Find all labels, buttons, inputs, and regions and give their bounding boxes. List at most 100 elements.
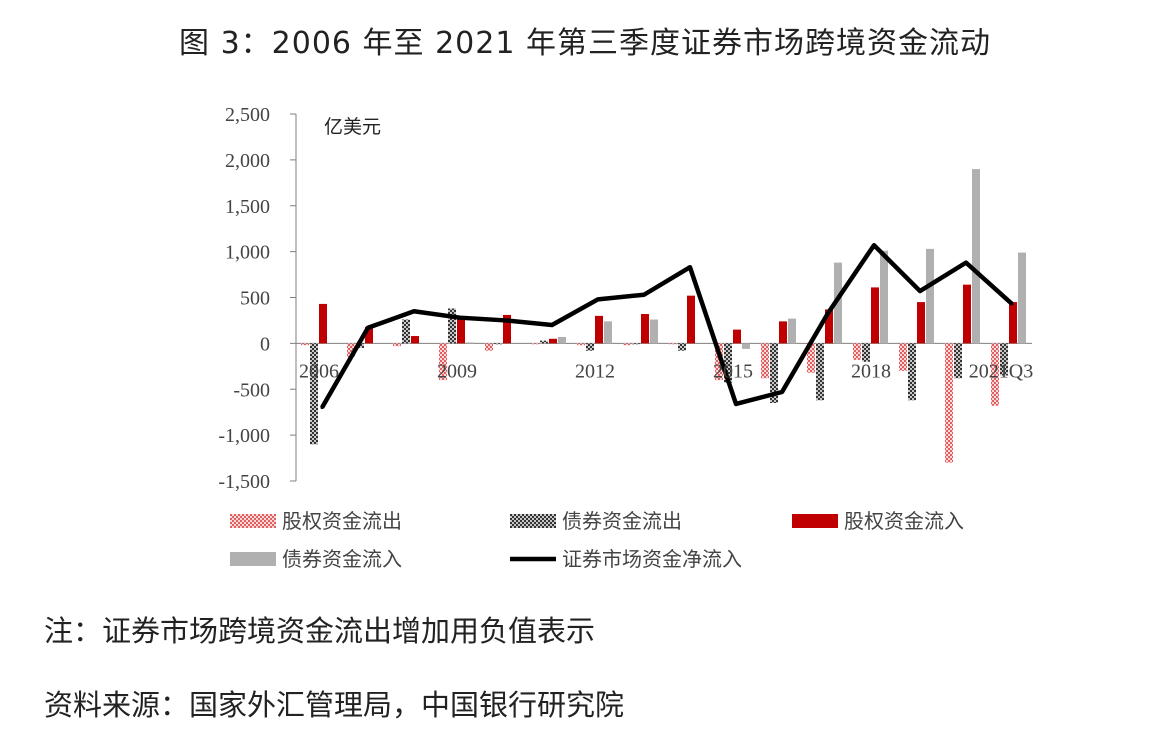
net-inflow-point <box>872 243 876 247</box>
x-tick-label: 2021Q3 <box>969 360 1033 382</box>
bar-equity-out <box>623 343 631 346</box>
bar-bond-in <box>604 321 612 344</box>
bar-equity-in <box>319 303 327 344</box>
y-tick-label: 2,500 <box>225 104 270 126</box>
bar-bond-in <box>650 319 658 344</box>
bar-bond-out <box>586 343 594 351</box>
y-tick-label: 1,000 <box>225 242 270 264</box>
net-inflow-point <box>826 311 830 315</box>
bar-equity-in <box>503 314 511 344</box>
bar-equity-out <box>577 343 585 346</box>
bar-bond-in <box>926 248 934 344</box>
net-inflow-point <box>688 265 692 269</box>
bar-equity-out <box>347 343 355 358</box>
bar-bond-out <box>724 343 732 383</box>
legend-label: 股权资金流入 <box>844 509 964 533</box>
bars-layer <box>301 169 1026 463</box>
bar-bond-out <box>678 343 686 351</box>
x-tick-label: 2009 <box>437 360 477 382</box>
bar-equity-in <box>549 338 557 344</box>
bar-equity-in <box>641 314 649 344</box>
net-inflow-point <box>412 309 416 313</box>
axes-layer <box>290 113 1032 482</box>
legend-swatch-equity-out <box>230 514 276 528</box>
y-tick-label: -1,500 <box>218 471 270 493</box>
bar-bond-in <box>742 343 750 349</box>
bar-bond-in <box>558 336 566 344</box>
bar-equity-in <box>733 329 741 344</box>
bar-equity-out <box>301 343 309 346</box>
chart-title: 图 3：2006 年至 2021 年第三季度证券市场跨境资金流动 <box>179 26 991 61</box>
net-inflow-line <box>320 242 1014 409</box>
chart-source: 资料来源：国家外汇管理局，中国银行研究院 <box>44 688 625 722</box>
bar-equity-in <box>779 321 787 344</box>
bar-bond-in <box>880 250 888 344</box>
bar-bond-out <box>632 343 640 345</box>
chart-svg: -1,500 -1,000 -500 0 500 1,000 1,500 2,000 2,500… <box>218 104 1033 571</box>
bar-bond-out <box>402 319 410 344</box>
x-tick-label: 2015 <box>713 360 753 382</box>
bar-equity-in <box>411 336 419 344</box>
legend-swatch-bond-out <box>510 514 556 528</box>
bar-equity-in <box>365 326 373 344</box>
net-inflow-point <box>504 318 508 322</box>
bar-bond-in <box>1018 252 1026 344</box>
x-tick-label: 2018 <box>851 360 891 382</box>
bar-equity-out <box>715 343 723 381</box>
bar-equity-out <box>531 343 539 345</box>
net-inflow-point <box>1010 302 1014 306</box>
bar-bond-in <box>972 169 980 344</box>
bar-bond-out <box>448 308 456 344</box>
y-tick-label: 2,000 <box>225 150 270 172</box>
y-tick-label: -500 <box>233 379 270 401</box>
net-inflow-point <box>596 297 600 301</box>
labels-layer: -1,500 -1,000 -500 0 500 1,000 1,500 2,000 2,500… <box>218 104 1033 493</box>
bar-bond-out <box>310 343 318 445</box>
y-tick-label: 500 <box>240 288 270 310</box>
bar-equity-in <box>687 295 695 344</box>
legend-swatch-bond-in <box>230 552 276 566</box>
bar-bond-out <box>954 343 962 379</box>
legend-label: 证券市场资金净流入 <box>562 547 742 571</box>
bar-equity-in <box>871 287 879 344</box>
bar-bond-out <box>540 340 548 344</box>
legend-label: 债券资金流出 <box>562 509 682 533</box>
legend-label: 股权资金流出 <box>282 509 402 533</box>
bar-bond-out <box>816 343 824 401</box>
net-inflow-point <box>320 406 324 410</box>
net-inflow-point <box>918 289 922 293</box>
y-unit-label: 亿美元 <box>324 116 381 138</box>
bar-bond-out <box>908 343 916 401</box>
net-inflow-point <box>964 261 968 265</box>
chart-note: 注：证券市场跨境资金流出增加用负值表示 <box>44 614 596 648</box>
net-inflow-point <box>366 326 370 330</box>
bar-equity-out <box>853 343 861 360</box>
bar-equity-in <box>457 317 465 344</box>
bar-bond-in <box>466 342 474 344</box>
bar-equity-out <box>439 343 447 381</box>
bar-bond-out <box>862 343 870 362</box>
net-inflow-point <box>642 293 646 297</box>
bar-equity-out <box>899 343 907 371</box>
y-tick-label: -1,000 <box>218 425 270 447</box>
bar-bond-out <box>494 343 502 345</box>
net-inflow-point <box>550 323 554 327</box>
bar-equity-in <box>917 302 925 344</box>
net-inflow-point <box>458 316 462 320</box>
legend-label: 债券资金流入 <box>282 547 402 571</box>
y-tick-label: 1,500 <box>225 196 270 218</box>
bar-equity-out <box>945 343 953 463</box>
bar-equity-out <box>393 343 401 347</box>
line-layer <box>320 242 1014 410</box>
bar-bond-out <box>1000 343 1008 376</box>
bar-equity-in <box>825 309 833 344</box>
net-inflow-point <box>734 402 738 406</box>
bar-equity-in <box>1009 302 1017 344</box>
y-tick-label: 0 <box>260 333 270 355</box>
bar-equity-in <box>595 315 603 344</box>
net-inflow-point <box>780 390 784 394</box>
bar-bond-in <box>788 318 796 344</box>
bar-equity-out <box>991 343 999 406</box>
bar-equity-out <box>485 343 493 351</box>
